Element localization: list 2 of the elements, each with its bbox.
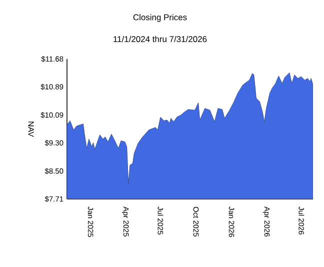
chart-title: Closing Prices (133, 14, 187, 22)
chart-subtitle: 11/1/2024 thru 7/31/2026 (114, 36, 207, 42)
